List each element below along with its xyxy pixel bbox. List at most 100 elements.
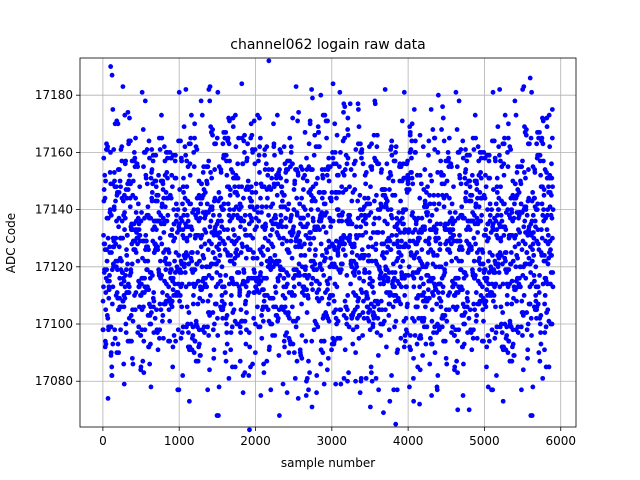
data-point — [149, 198, 155, 204]
data-point — [426, 138, 432, 144]
data-point — [498, 304, 504, 310]
data-point — [393, 149, 398, 155]
data-point — [310, 167, 315, 172]
data-point — [150, 158, 156, 164]
data-point — [319, 210, 325, 215]
data-point — [207, 84, 213, 90]
data-point — [529, 413, 535, 418]
data-point — [390, 261, 396, 267]
data-point — [544, 212, 550, 218]
data-point — [227, 207, 233, 213]
data-point — [355, 215, 361, 221]
data-point — [497, 152, 502, 158]
data-point — [509, 358, 515, 364]
data-point — [371, 290, 376, 295]
data-point — [508, 250, 514, 255]
data-point — [483, 298, 489, 304]
data-point — [161, 335, 166, 341]
data-point — [392, 298, 398, 304]
data-point — [471, 327, 476, 333]
data-point — [384, 344, 389, 350]
data-point — [511, 353, 517, 358]
data-point — [374, 192, 379, 198]
data-point — [248, 121, 254, 127]
data-point — [317, 281, 322, 287]
data-point — [458, 181, 464, 187]
data-point — [119, 218, 125, 224]
data-point — [120, 270, 125, 275]
data-point — [456, 98, 462, 104]
data-point — [144, 238, 149, 244]
data-point — [469, 192, 475, 198]
data-point — [442, 313, 448, 318]
data-point — [422, 227, 428, 233]
data-point — [169, 232, 175, 238]
data-point — [258, 393, 264, 398]
data-point — [406, 264, 412, 270]
data-point — [495, 212, 500, 218]
data-point — [518, 324, 524, 330]
data-point — [531, 272, 537, 278]
data-point — [427, 361, 433, 367]
data-point — [305, 212, 311, 218]
data-point — [142, 275, 148, 281]
data-point — [295, 315, 301, 321]
data-point — [147, 361, 153, 367]
data-point — [186, 281, 192, 287]
data-point — [543, 324, 549, 330]
outlier-point — [460, 393, 466, 398]
data-point — [532, 218, 538, 224]
data-point — [437, 241, 443, 247]
data-point — [265, 307, 271, 313]
data-point — [184, 212, 190, 218]
data-point — [173, 338, 179, 344]
data-point — [396, 210, 402, 215]
data-point — [124, 195, 130, 201]
data-point — [234, 247, 240, 253]
data-point — [127, 115, 132, 121]
data-point — [384, 161, 390, 167]
data-point — [190, 324, 196, 330]
data-point — [537, 321, 543, 327]
data-point — [187, 141, 193, 147]
data-point — [211, 347, 217, 353]
data-point — [540, 141, 546, 147]
data-point — [241, 195, 246, 201]
data-point — [320, 175, 326, 181]
data-point — [423, 304, 428, 310]
data-point — [241, 138, 247, 144]
data-point — [205, 298, 211, 304]
data-point — [282, 295, 288, 301]
data-point — [374, 330, 380, 336]
data-point — [389, 152, 395, 158]
data-point — [400, 258, 406, 264]
data-point — [269, 227, 275, 233]
data-point — [408, 347, 414, 353]
data-point — [529, 89, 535, 95]
data-point — [217, 212, 222, 218]
data-point — [169, 267, 174, 273]
data-point — [496, 144, 502, 150]
data-point — [279, 224, 285, 230]
data-point — [307, 370, 312, 376]
data-point — [197, 295, 203, 301]
data-point — [463, 147, 468, 152]
data-point — [335, 172, 341, 178]
data-point — [139, 89, 145, 95]
data-point — [266, 167, 272, 172]
data-point — [256, 158, 261, 164]
data-point — [438, 158, 444, 164]
data-point — [248, 184, 254, 190]
data-point — [381, 255, 387, 261]
data-point — [255, 304, 260, 310]
data-point — [326, 301, 331, 307]
data-point — [356, 295, 362, 301]
data-point — [445, 149, 451, 155]
data-point — [338, 149, 343, 155]
data-point — [473, 318, 479, 324]
data-point — [100, 298, 106, 304]
data-point — [315, 124, 321, 130]
data-point — [492, 270, 498, 275]
data-point — [438, 304, 444, 310]
data-point — [339, 184, 345, 190]
